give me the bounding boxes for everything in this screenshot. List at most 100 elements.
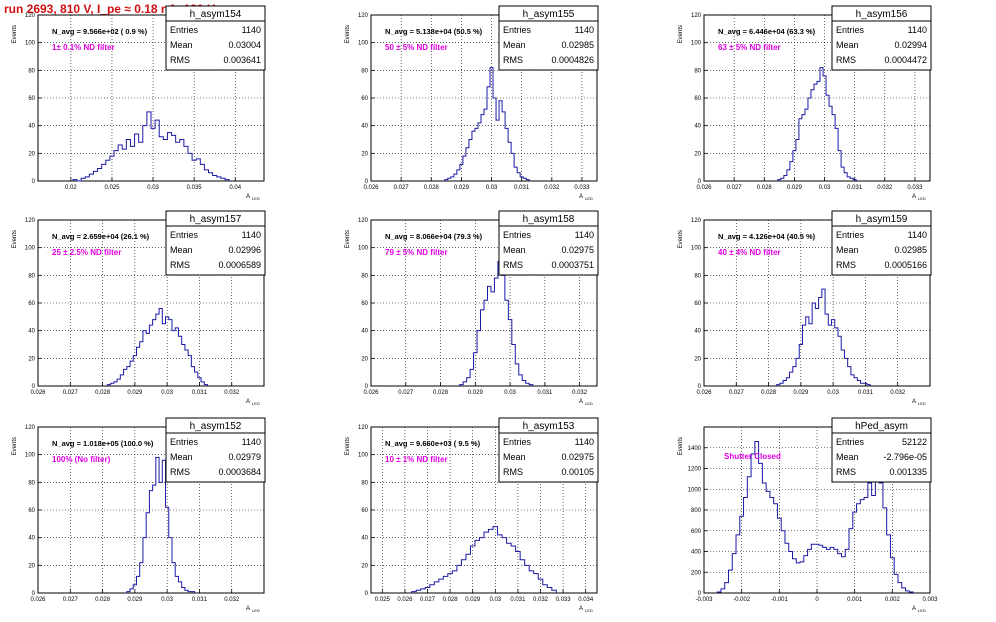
panel-h_asym153: 0.025 0.026 0.027 0.028 0.029 0.03 0.031 0.032 0…	[345, 417, 599, 613]
x-tick-label: 0	[815, 597, 819, 603]
stats-mean-label: Mean	[836, 40, 859, 50]
x-tick-label: 0.003	[922, 597, 938, 603]
y-tick-label: 60	[361, 301, 368, 307]
x-tick-label: 0.026	[30, 390, 46, 396]
stats-mean-value: 0.02996	[228, 245, 261, 255]
x-tick-label: 0.028	[761, 390, 777, 396]
x-tick-label: 0.029	[468, 390, 484, 396]
y-tick-label: 60	[28, 301, 35, 307]
y-axis-label: Events	[678, 437, 684, 455]
x-tick-label: 0.034	[578, 597, 594, 603]
x-tick-label: 0.033	[556, 597, 572, 603]
x-tick-label: 0.027	[420, 597, 436, 603]
stats-mean-label: Mean	[170, 40, 193, 50]
x-tick-label: 0.03	[147, 185, 159, 191]
stats-mean-label: Mean	[170, 245, 193, 255]
stats-entries-value: 1140	[575, 230, 594, 240]
y-tick-label: 40	[361, 536, 368, 542]
stats-mean-label: Mean	[503, 245, 526, 255]
y-tick-label: 20	[361, 563, 368, 569]
stats-entries-label: Entries	[503, 230, 532, 240]
x-axis-label: A LED	[912, 606, 926, 613]
y-axis-label: Events	[345, 437, 351, 455]
y-tick-label: 120	[691, 13, 702, 19]
stats-box	[498, 210, 599, 276]
x-tick-label: 0.03	[489, 597, 501, 603]
x-axis-label: A LED	[579, 606, 593, 613]
y-tick-label: 0	[698, 179, 702, 185]
x-tick-label: 0.025	[104, 185, 120, 191]
stats-rms-label: RMS	[836, 467, 856, 477]
y-tick-label: 40	[694, 124, 701, 130]
x-tick-label: -0.002	[733, 597, 751, 603]
navg-label: N_avg = 8.066e+04 (79.3 %)	[385, 232, 483, 241]
y-tick-label: 80	[28, 273, 35, 279]
y-tick-label: 0	[32, 591, 36, 597]
stats-mean-value: 0.02985	[561, 40, 594, 50]
x-tick-label: 0.029	[787, 185, 803, 191]
x-tick-label: 0.002	[885, 597, 901, 603]
y-tick-label: 60	[694, 96, 701, 102]
filter-annotation: 1± 0.1% ND filter	[52, 43, 115, 52]
x-tick-label: 0.03	[486, 185, 498, 191]
y-tick-label: 40	[361, 329, 368, 335]
x-tick-label: 0.032	[224, 390, 240, 396]
stats-rms-value: 0.0005166	[884, 260, 927, 270]
y-tick-label: 60	[361, 96, 368, 102]
y-tick-label: 1200	[688, 467, 702, 473]
y-tick-label: 120	[358, 218, 369, 224]
y-tick-label: 60	[361, 508, 368, 514]
filter-annotation: 79 ± 5% ND filter	[385, 248, 448, 257]
x-tick-label: 0.032	[544, 185, 560, 191]
y-tick-label: 0	[698, 384, 702, 390]
x-tick-label: -0.001	[771, 597, 789, 603]
x-tick-label: 0.03	[827, 390, 839, 396]
stats-rms-label: RMS	[836, 260, 856, 270]
stats-box	[165, 5, 266, 71]
y-tick-label: 1000	[688, 487, 702, 493]
y-tick-label: 0	[365, 179, 369, 185]
navg-label: N_avg = 2.659e+04 (26.1 %)	[52, 232, 150, 241]
stats-title: h_asym159	[856, 214, 908, 225]
y-tick-label: 80	[361, 273, 368, 279]
x-axis-label: A LED	[246, 399, 260, 406]
stats-entries-value: 1140	[575, 25, 594, 35]
x-tick-label: 0.027	[394, 185, 410, 191]
stats-rms-value: 0.0003684	[218, 467, 261, 477]
plot-frame	[37, 219, 265, 387]
x-tick-label: 0.04	[229, 185, 241, 191]
stats-rms-label: RMS	[503, 467, 523, 477]
y-axis-label: Events	[12, 230, 18, 248]
x-axis-label: A LED	[246, 606, 260, 613]
navg-label: N_avg = 9.566e+02 ( 0.9 %)	[52, 27, 148, 36]
stats-title: h_asym156	[856, 9, 908, 20]
stats-entries-value: 1140	[242, 25, 261, 35]
y-tick-label: 80	[28, 68, 35, 74]
y-tick-label: 80	[361, 68, 368, 74]
x-tick-label: 0.026	[363, 185, 379, 191]
y-tick-label: 0	[32, 179, 36, 185]
filter-annotation: 100% (No filter)	[52, 455, 111, 464]
x-tick-label: 0.032	[890, 390, 906, 396]
y-tick-label: 60	[28, 96, 35, 102]
stats-entries-label: Entries	[170, 25, 199, 35]
stats-title: h_asym158	[523, 214, 575, 225]
navg-label: N_avg = 9.660e+03 ( 9.5 %)	[385, 439, 481, 448]
x-axis-label: A LED	[579, 194, 593, 201]
stats-mean-label: Mean	[836, 245, 859, 255]
y-axis-label: Events	[12, 437, 18, 455]
x-tick-label: -0.003	[695, 597, 713, 603]
stats-rms-label: RMS	[503, 55, 523, 65]
stats-entries-label: Entries	[836, 230, 865, 240]
panel-h_asym158: 0.026 0.027 0.028 0.029 0.03 0.031 0.032 0 20 40 6…	[345, 210, 599, 406]
histogram-h_asym152	[126, 456, 196, 593]
x-axis-label: A LED	[912, 194, 926, 201]
x-tick-label: 0.031	[847, 185, 863, 191]
x-tick-label: 0.029	[793, 390, 809, 396]
histogram-h_asym153	[411, 526, 557, 593]
y-tick-label: 20	[694, 356, 701, 362]
histogram-h_asym159	[776, 288, 871, 386]
histogram-hPed_asym	[716, 441, 914, 593]
navg-label: N_avg = 1.018e+05 (100.0 %)	[52, 439, 154, 448]
y-tick-label: 120	[25, 218, 36, 224]
